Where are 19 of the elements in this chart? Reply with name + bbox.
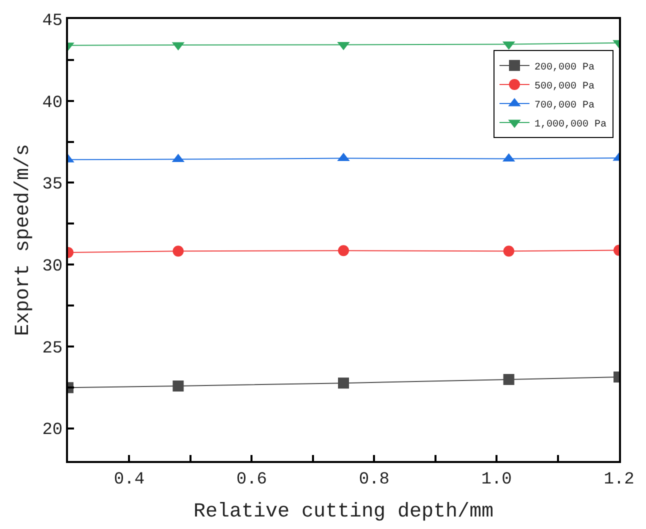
point xyxy=(338,378,349,389)
legend-label: 200,000 Pa xyxy=(534,62,595,74)
y-axis-title: Export speed/m/s xyxy=(12,144,36,336)
x-tick-label: 0.4 xyxy=(114,470,145,490)
y-tick-label: 25 xyxy=(42,339,63,358)
x-axis-title: Relative cutting depth/mm xyxy=(193,500,494,524)
legend-label: 1,000,000 Pa xyxy=(534,119,607,130)
legend-label: 700,000 Pa xyxy=(534,100,595,112)
x-tick-label: 1.0 xyxy=(481,470,512,490)
y-tick-label: 45 xyxy=(42,12,63,31)
point xyxy=(338,245,349,256)
y-tick-label: 35 xyxy=(42,176,63,195)
x-tick-label: 1.2 xyxy=(604,470,634,490)
y-tick-label: 30 xyxy=(42,258,63,277)
legend-label: 500,000 Pa xyxy=(534,81,595,92)
x-tick-label: 0.8 xyxy=(358,470,390,490)
x-tick-label: 0.6 xyxy=(236,470,267,490)
y-tick-label: 40 xyxy=(42,94,63,113)
y-tick-label: 20 xyxy=(42,421,63,440)
